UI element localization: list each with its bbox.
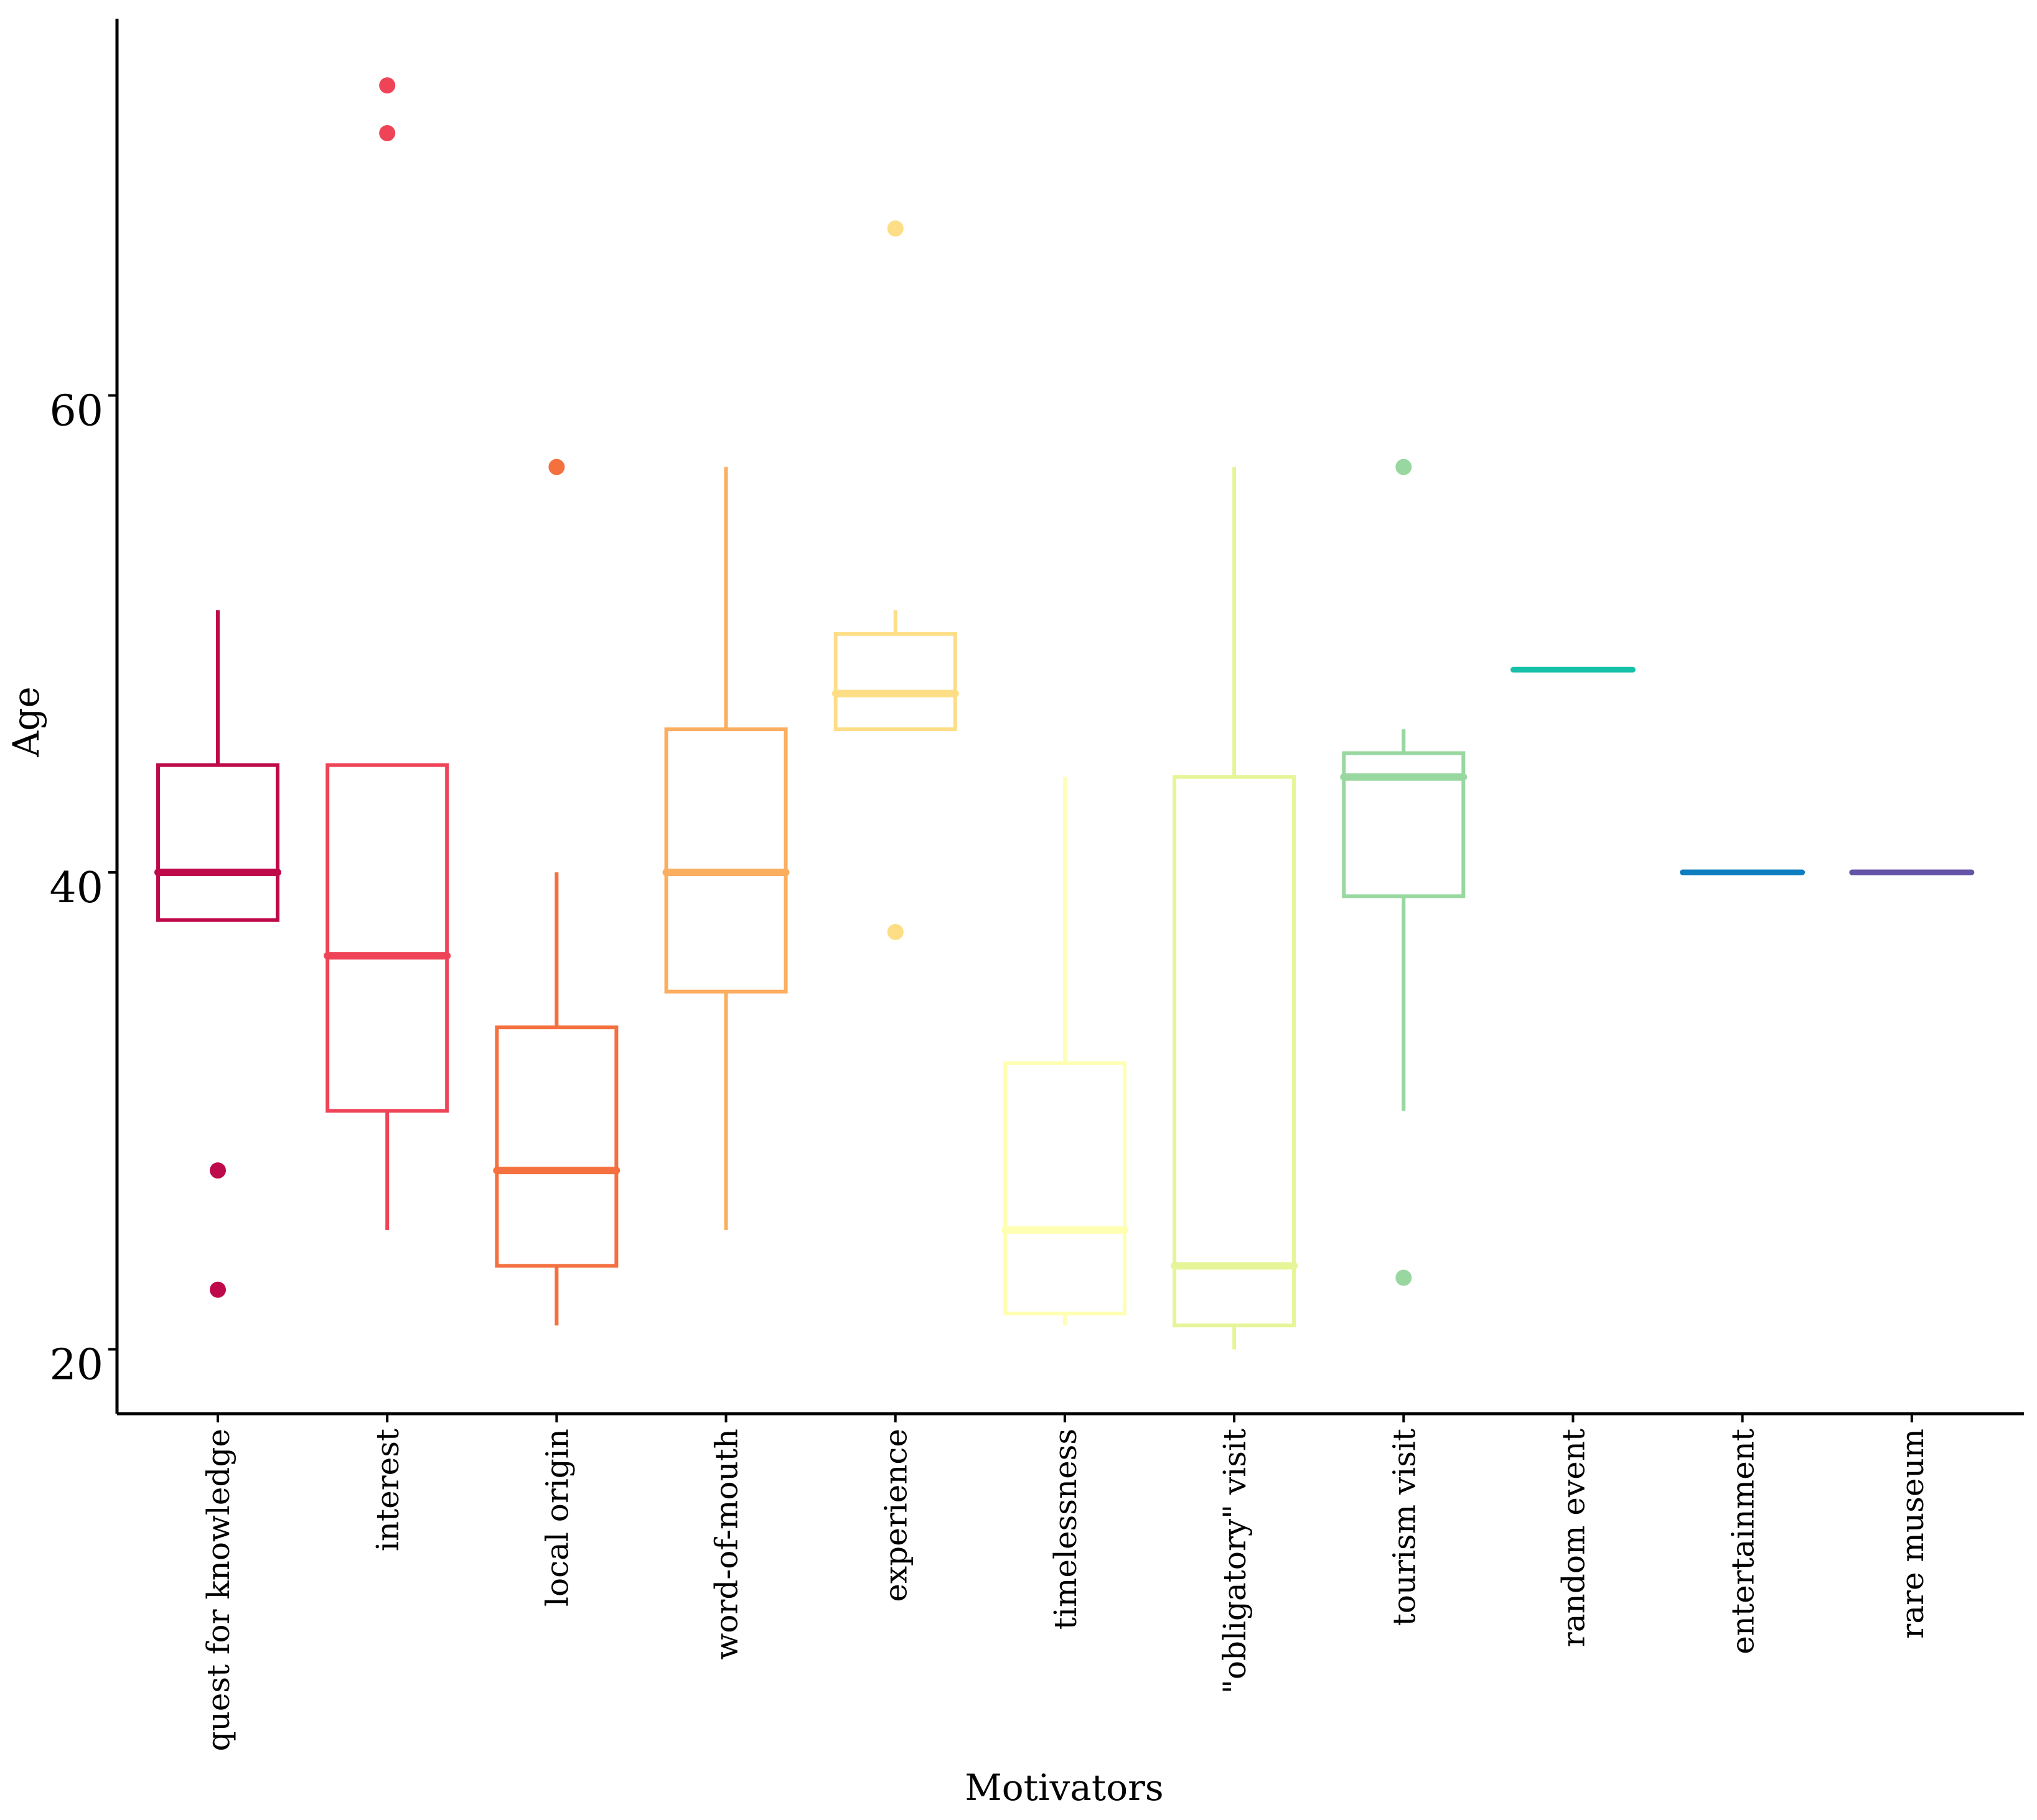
boxes-layer [154, 77, 1975, 1350]
y-tick-label: 20 [49, 1341, 103, 1390]
x-tick-label: quest for knowledge [200, 1429, 236, 1751]
x-axis-title: Motivators [965, 1766, 1163, 1809]
box-iqr [495, 1025, 619, 1268]
outlier-point [887, 923, 904, 940]
box-group [154, 610, 281, 1298]
box-group [831, 220, 959, 940]
x-tick-label: "obligatory" visit [1217, 1429, 1253, 1694]
outlier-point [548, 459, 565, 475]
x-tick-label: experience [878, 1429, 914, 1602]
box-group [1001, 777, 1128, 1326]
outlier-point [1395, 1269, 1412, 1286]
box-iqr [1003, 1061, 1126, 1316]
box-group [493, 459, 620, 1326]
x-tick-label: rare museum [1894, 1429, 1931, 1639]
x-tick-label: timelessness [1047, 1429, 1084, 1630]
box-group [1171, 467, 1298, 1350]
box-iqr [664, 727, 788, 994]
box-group [662, 467, 790, 1230]
box-group [1340, 459, 1468, 1286]
y-axis-ticks: 20 40 60 [49, 387, 117, 1390]
outlier-point [379, 77, 396, 94]
x-tick-label: interest [370, 1429, 406, 1551]
x-tick-label: tourism visit [1386, 1429, 1422, 1626]
box-iqr [1342, 751, 1466, 898]
box-group [324, 77, 451, 1230]
x-axis-ticks: quest for knowledge interest local origin w… [200, 1414, 1931, 1751]
outlier-point [210, 1281, 226, 1298]
box-iqr [156, 763, 279, 922]
outlier-point [379, 124, 396, 141]
x-tick-label: word-of-mouth [709, 1429, 745, 1659]
box-iqr [325, 763, 449, 1113]
box-iqr [1173, 775, 1296, 1328]
y-axis-title: Age [5, 686, 47, 757]
outlier-point [1395, 459, 1412, 475]
outlier-point [210, 1162, 226, 1179]
x-tick-label: random event [1555, 1429, 1591, 1647]
y-tick-label: 60 [49, 387, 103, 436]
y-tick-label: 40 [49, 864, 103, 913]
outlier-point [887, 220, 904, 237]
x-tick-label: local origin [539, 1429, 575, 1607]
box-iqr [833, 632, 957, 732]
x-tick-label: entertainment [1725, 1429, 1761, 1654]
